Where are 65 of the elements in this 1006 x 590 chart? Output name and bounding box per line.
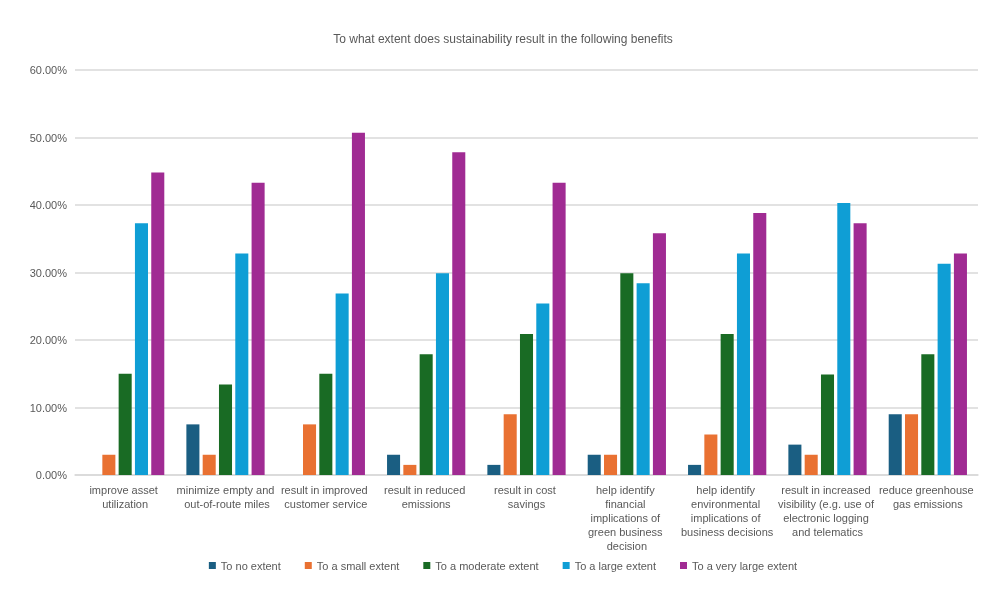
bar xyxy=(118,373,132,475)
bar xyxy=(636,283,650,475)
bar xyxy=(837,202,851,475)
bar xyxy=(251,182,265,475)
bar xyxy=(218,384,233,475)
x-tick-label: help identify financial implications of green business decision xyxy=(588,484,666,552)
bar xyxy=(905,414,919,475)
bar xyxy=(620,273,634,475)
bar xyxy=(387,454,401,475)
x-tick-label: improve asset utilization xyxy=(89,484,161,510)
legend-label: To no extent xyxy=(220,559,281,572)
bar xyxy=(536,303,550,475)
bar xyxy=(186,424,200,475)
bar xyxy=(937,263,951,475)
bar xyxy=(351,132,365,475)
y-tick-label: 40.00% xyxy=(29,199,68,211)
bar xyxy=(134,223,148,475)
bar xyxy=(704,434,718,475)
x-tick-label: reduce greenhouse gas emissions xyxy=(878,484,977,510)
bar xyxy=(736,253,750,475)
legend-label: To a moderate extent xyxy=(435,559,539,572)
legend-label: To a small extent xyxy=(316,559,400,572)
bar xyxy=(921,354,935,475)
x-tick-label: minimize empty and out-of-route miles xyxy=(176,484,275,510)
bar xyxy=(519,333,534,475)
legend-label: To a large extent xyxy=(574,559,656,572)
bar xyxy=(820,374,835,475)
y-tick-label: 30.00% xyxy=(29,266,68,279)
bar xyxy=(853,223,867,475)
bar xyxy=(788,444,802,475)
bar xyxy=(587,454,601,475)
x-tick-label: result in reduced emissions xyxy=(383,484,469,510)
bar xyxy=(419,354,433,475)
bar xyxy=(487,464,501,475)
bar xyxy=(102,454,116,475)
bar xyxy=(452,152,466,475)
bar xyxy=(435,273,449,475)
legend-label: To a very large extent xyxy=(691,559,798,572)
x-tick-label: result in cost savings xyxy=(494,484,559,510)
bar xyxy=(604,454,618,475)
x-tick-label: help identify environmental implications of business decisions xyxy=(680,484,774,538)
y-tick-label: 20.00% xyxy=(29,334,68,346)
y-tick-label: 60.00% xyxy=(29,64,68,76)
y-tick-label: 10.00% xyxy=(29,401,68,414)
bar xyxy=(720,333,734,475)
bar xyxy=(953,253,967,475)
bar xyxy=(319,373,333,475)
bar xyxy=(804,454,818,475)
bar xyxy=(888,414,902,475)
bar xyxy=(403,464,417,475)
bar xyxy=(303,424,317,475)
bar xyxy=(503,414,517,475)
y-tick-label: 0.00% xyxy=(35,469,68,481)
bar xyxy=(202,454,216,475)
bar xyxy=(151,172,165,475)
bar xyxy=(753,213,767,475)
bar xyxy=(335,293,349,475)
bar xyxy=(652,233,666,475)
x-tick-label: result in improved customer service xyxy=(280,484,371,510)
bar xyxy=(235,253,249,475)
bar xyxy=(688,464,702,475)
bar xyxy=(552,182,566,475)
chart-title: To what extent does sustainability result in the following benefits xyxy=(333,32,673,46)
x-tick-label: result in increased visibility (e.g. use of electronic logging and telematics xyxy=(777,484,878,538)
y-tick-label: 50.00% xyxy=(29,131,68,144)
